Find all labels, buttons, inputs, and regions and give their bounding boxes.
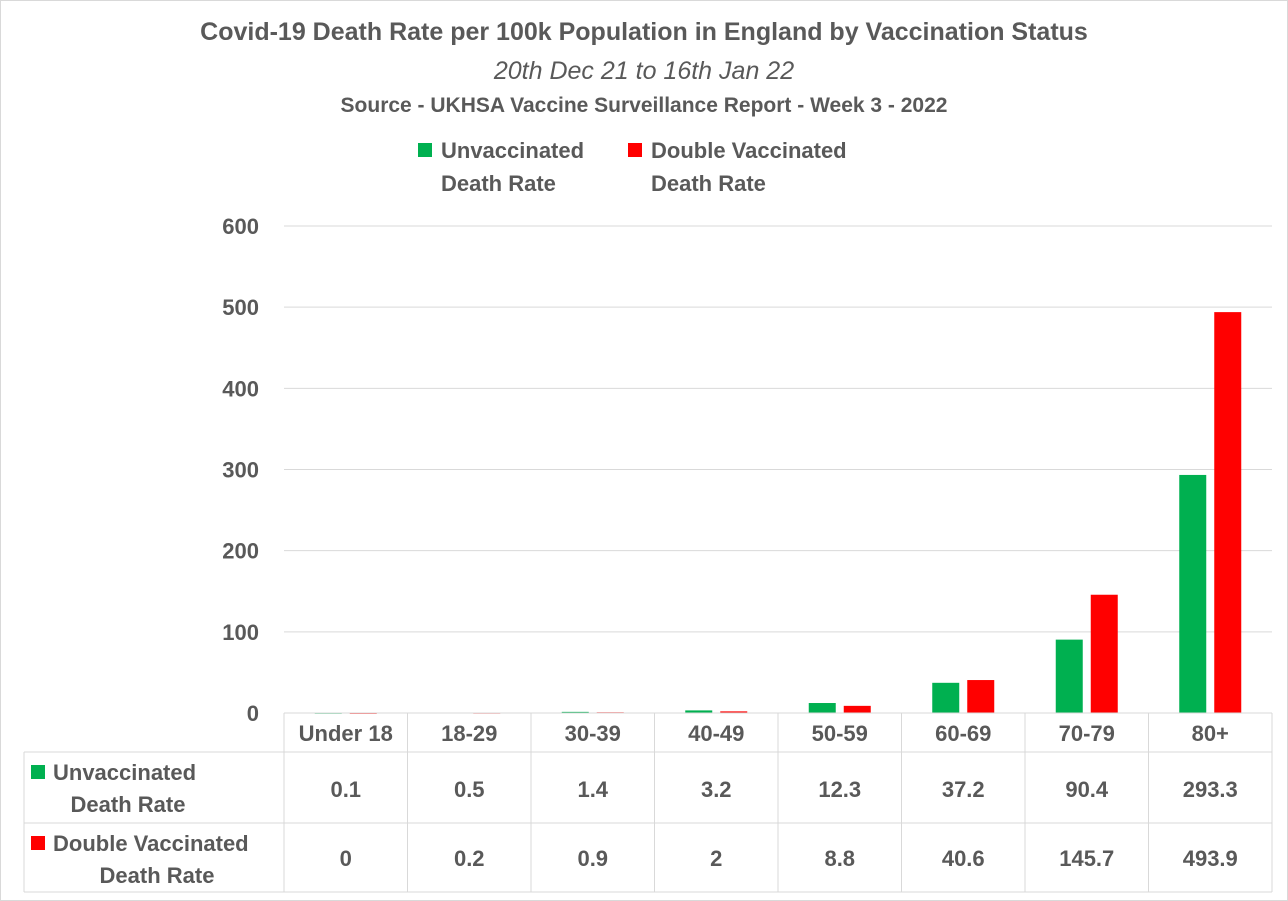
legend-label-1: Double Vaccinated <box>651 138 847 163</box>
table-row-header: Death Rate <box>71 792 186 817</box>
category-label: 60-69 <box>935 721 991 746</box>
bars <box>314 312 1242 714</box>
table-cell: 0.9 <box>577 846 608 871</box>
table-legend-swatch <box>31 765 45 779</box>
category-label: 70-79 <box>1059 721 1115 746</box>
y-tick-label: 400 <box>222 376 259 401</box>
table-cell: 90.4 <box>1065 777 1109 802</box>
bar-unvaccinated <box>561 711 589 713</box>
table-cell: 1.4 <box>577 777 608 802</box>
category-label: 80+ <box>1192 721 1229 746</box>
y-tick-label: 200 <box>222 539 259 564</box>
bar-unvaccinated <box>1179 474 1207 713</box>
table-cell: 145.7 <box>1059 846 1114 871</box>
legend-swatch-1 <box>628 143 642 157</box>
table-cell: 37.2 <box>942 777 985 802</box>
table-row-header: Unvaccinated <box>53 760 196 785</box>
legend: Unvaccinated Death Rate Double Vaccinated D… <box>418 138 847 196</box>
bar-double-vaccinated <box>1090 594 1118 713</box>
table-cell: 12.3 <box>818 777 861 802</box>
category-label: 40-49 <box>688 721 744 746</box>
legend-swatch-0 <box>418 143 432 157</box>
gridlines <box>284 225 1272 633</box>
legend-label-0: Death Rate <box>441 171 556 196</box>
y-tick-label: 500 <box>222 295 259 320</box>
legend-label-1: Death Rate <box>651 171 766 196</box>
table-cell: 3.2 <box>701 777 732 802</box>
category-label: 50-59 <box>812 721 868 746</box>
bar-unvaccinated <box>932 682 960 713</box>
category-label: Under 18 <box>299 721 393 746</box>
table-cell: 0.5 <box>454 777 485 802</box>
data-table: Under 18 0.1 0 18-29 0.5 0.2 30-39 1.4 0.9 40-49 3… <box>23 712 1273 893</box>
bar-unvaccinated <box>808 703 836 713</box>
y-tick-label: 0 <box>247 701 259 726</box>
table-cell: 0 <box>340 846 352 871</box>
table-row-header: Death Rate <box>100 863 215 888</box>
chart-subtitle: 20th Dec 21 to 16th Jan 22 <box>493 57 794 85</box>
table-cell: 293.3 <box>1183 777 1238 802</box>
bar-double-vaccinated <box>967 680 995 713</box>
bar-double-vaccinated <box>720 711 748 713</box>
table-cell: 8.8 <box>824 846 855 871</box>
category-label: 30-39 <box>565 721 621 746</box>
y-tick-label: 600 <box>222 214 259 239</box>
table-cell: 2 <box>710 846 722 871</box>
category-label: 18-29 <box>441 721 497 746</box>
chart-source: Source - UKHSA Vaccine Surveillance Repo… <box>341 94 948 117</box>
y-axis: 0 100 200 300 400 500 600 <box>222 214 259 726</box>
table-cell: 493.9 <box>1183 846 1238 871</box>
bar-unvaccinated <box>685 710 713 713</box>
table-cell: 0.1 <box>330 777 361 802</box>
y-tick-label: 300 <box>222 458 259 483</box>
legend-label-0: Unvaccinated <box>441 138 584 163</box>
bar-double-vaccinated <box>1214 312 1242 713</box>
bar-unvaccinated <box>1055 639 1083 713</box>
chart-title: Covid-19 Death Rate per 100k Population … <box>200 18 1088 46</box>
table-legend-swatch <box>31 836 45 850</box>
table-cell: 0.2 <box>454 846 485 871</box>
bar-double-vaccinated <box>843 705 871 713</box>
y-tick-label: 100 <box>222 620 259 645</box>
table-cell: 40.6 <box>942 846 985 871</box>
table-row-header: Double Vaccinated <box>53 831 249 856</box>
